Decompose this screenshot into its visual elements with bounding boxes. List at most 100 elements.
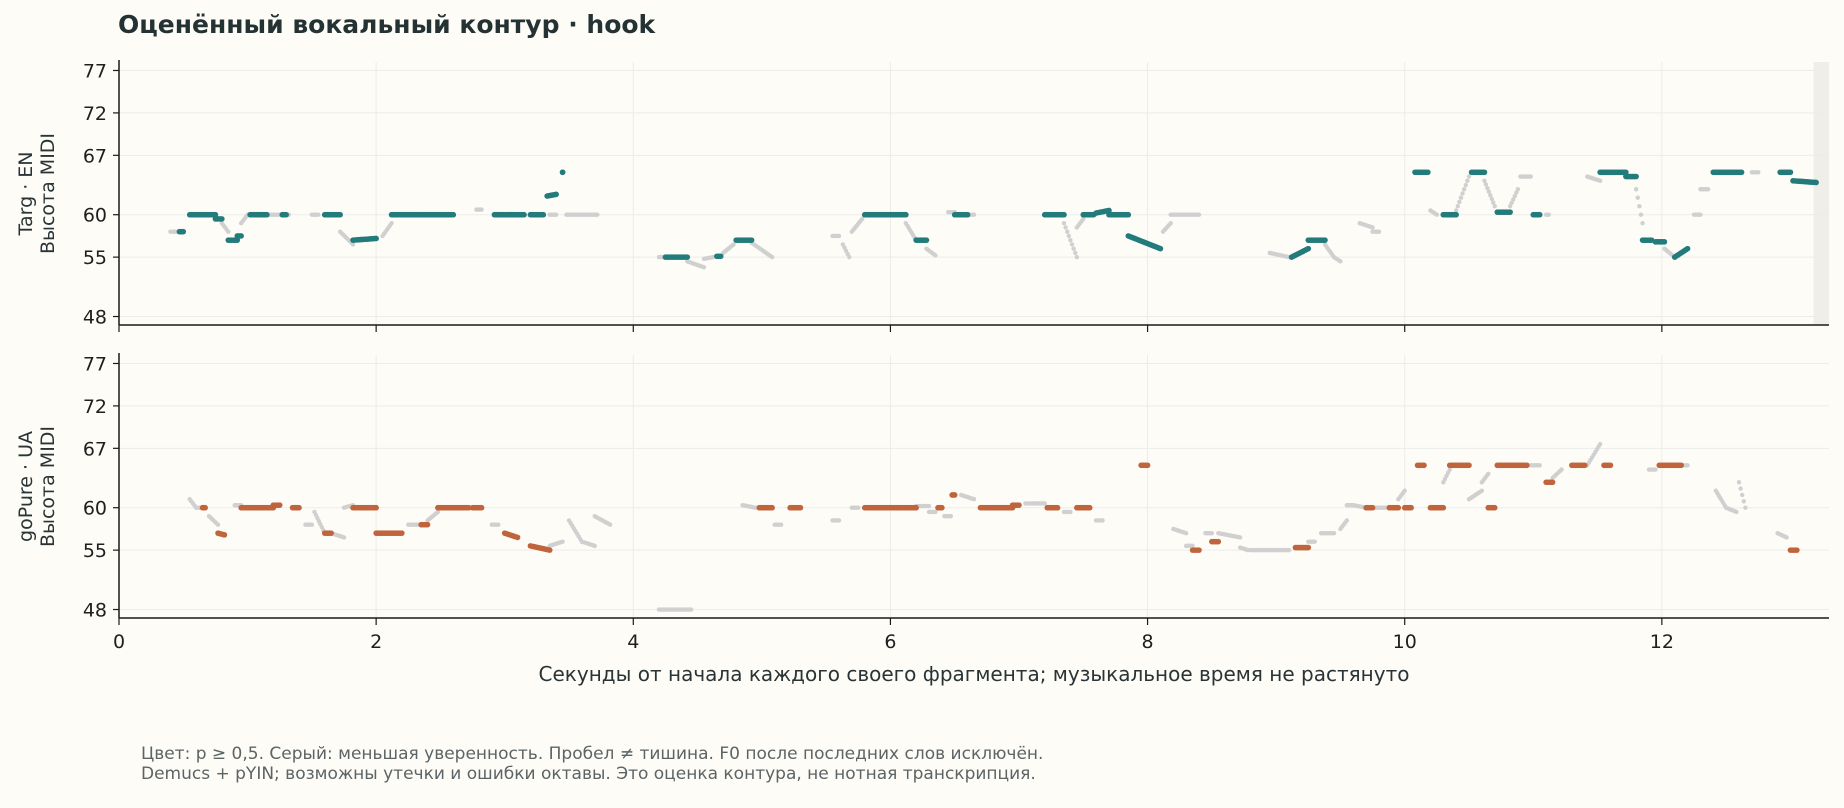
top-confident-point	[212, 211, 219, 218]
bottom-confident-point	[1678, 462, 1684, 469]
top-confident-point	[903, 211, 909, 218]
top-uncertain-point	[1635, 195, 1640, 200]
top-confident-point	[264, 211, 270, 218]
bottom-confident-point	[1794, 547, 1800, 553]
bottom-confident-point	[328, 530, 334, 536]
top-uncertain-point	[933, 253, 938, 258]
bottom-uncertain-point	[1537, 463, 1542, 468]
bottom-uncertain-point	[1042, 501, 1047, 506]
bottom-confident-point	[465, 504, 472, 511]
top-confident-point	[1322, 237, 1328, 243]
top-confident-point	[283, 211, 289, 218]
top-confident-point	[684, 254, 691, 260]
bottom-confident-point	[769, 504, 775, 511]
top-confident-point	[234, 237, 241, 243]
top-uncertain-point	[1461, 187, 1467, 192]
top-uncertain-point	[1196, 212, 1202, 217]
bottom-confident-point	[1491, 504, 1498, 511]
top-confident-point	[1425, 169, 1431, 176]
bottom-confident-point	[514, 534, 521, 541]
top-uncertain-point	[1638, 212, 1644, 217]
top-uncertain-point	[701, 265, 707, 270]
bottom-confident-point	[1369, 504, 1376, 511]
bottom-uncertain-point	[1190, 543, 1195, 549]
top-confident-point	[337, 211, 343, 218]
top-uncertain-point	[316, 212, 321, 217]
bottom-uncertain-point	[1312, 539, 1317, 544]
top-y-tick-label: 72	[83, 103, 107, 125]
top-uncertain-point	[1705, 187, 1711, 192]
top-confident-point	[964, 211, 971, 218]
bottom-x-tick-label: 8	[1142, 631, 1154, 653]
bottom-confident-point	[951, 492, 958, 498]
top-confident-point	[180, 228, 187, 235]
top-uncertain-point	[1063, 225, 1068, 230]
top-uncertain-point	[1168, 220, 1173, 226]
top-confident-point	[219, 216, 225, 222]
top-uncertain-point	[1458, 195, 1464, 200]
bottom-confident-point	[1607, 462, 1614, 469]
bottom-uncertain-point	[971, 497, 977, 502]
top-confident-point	[1106, 207, 1112, 214]
bottom-uncertain-point	[1068, 509, 1073, 515]
top-uncertain-point	[971, 212, 977, 217]
bottom-uncertain-point	[1734, 509, 1739, 515]
top-uncertain-point	[769, 254, 775, 260]
chart-title: Оценённый вокальный контур · hook	[118, 10, 656, 39]
bottom-uncertain-point	[1741, 499, 1747, 504]
top-y-tick-label: 77	[83, 60, 107, 82]
top-uncertain-point	[1597, 178, 1603, 183]
bottom-uncertain-point	[1100, 518, 1105, 523]
bottom-confident-point	[1086, 504, 1093, 511]
bottom-uncertain-point	[1344, 518, 1350, 523]
bottom-uncertain-point	[309, 522, 315, 527]
top-uncertain-point	[1073, 250, 1078, 256]
top-confident-point	[1125, 211, 1132, 218]
top-uncertain-point	[1507, 204, 1513, 209]
top-uncertain-point	[1074, 254, 1080, 260]
top-confident-point	[1787, 169, 1794, 176]
bottom-uncertain-point	[1447, 467, 1452, 472]
top-uncertain-point	[1066, 233, 1072, 239]
top-confident-point	[1633, 173, 1639, 180]
top-confident-point	[373, 235, 379, 242]
bottom-uncertain-point	[607, 522, 613, 527]
bottom-uncertain-point	[1743, 505, 1748, 510]
top-confident-point	[1481, 169, 1488, 176]
top-uncertain-point	[226, 229, 231, 234]
bottom-y-tick-label: 60	[83, 498, 107, 520]
bottom-confident-point	[373, 504, 379, 511]
bottom-confident-point	[1440, 504, 1447, 511]
top-uncertain-point	[1069, 242, 1075, 247]
bottom-uncertain-point	[753, 505, 758, 510]
top-y-label-line-2: Высота MIDI	[37, 133, 59, 254]
bottom-uncertain-point	[1740, 492, 1745, 498]
top-uncertain-point	[1338, 259, 1343, 264]
bottom-confident-point	[1549, 479, 1556, 486]
top-confident-point	[748, 237, 755, 243]
top-uncertain-point	[1460, 191, 1465, 196]
top-uncertain-point	[1546, 212, 1551, 217]
bottom-uncertain-point	[836, 518, 842, 523]
footnote-line-2: Demucs + pYIN; возможны утечки и ошибки …	[141, 764, 1036, 784]
top-uncertain-point	[553, 212, 559, 217]
top-y-tick-label: 55	[83, 247, 107, 269]
bottom-uncertain-point	[560, 539, 565, 544]
bottom-y-tick-label: 77	[83, 353, 107, 375]
bottom-uncertain-point	[435, 509, 441, 515]
top-uncertain-point	[859, 216, 865, 222]
top-uncertain-point	[1640, 220, 1645, 226]
top-uncertain-point	[1488, 193, 1493, 198]
bottom-uncertain-point	[496, 522, 501, 527]
bottom-confident-point	[1524, 462, 1530, 469]
bottom-x-tick-label: 2	[370, 631, 382, 653]
top-uncertain-point	[731, 242, 736, 247]
top-uncertain-point	[1756, 170, 1761, 175]
top-uncertain-point	[1509, 200, 1514, 206]
bottom-confident-point	[1408, 504, 1414, 511]
bottom-confident-point	[1421, 462, 1427, 469]
top-uncertain-point	[1453, 208, 1459, 213]
top-uncertain-point	[1492, 204, 1497, 209]
top-confident-point	[923, 237, 930, 243]
